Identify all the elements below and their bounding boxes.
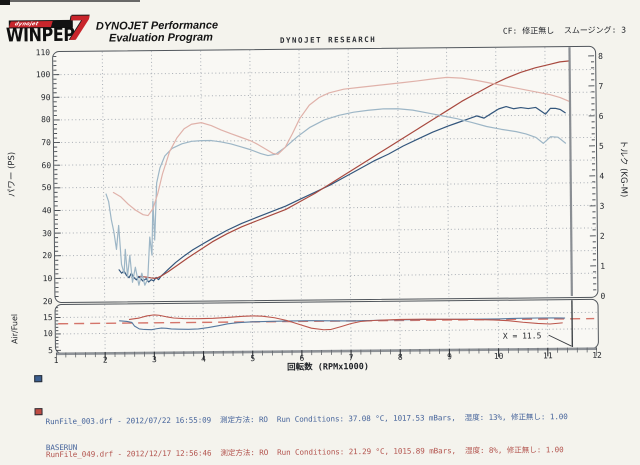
airfuel-axis-title: Air/Fuel — [10, 313, 20, 345]
airfuel-chart-svg — [55, 299, 597, 352]
grid-line-horizontal — [55, 311, 597, 318]
power-tick-label: 20 — [42, 251, 53, 261]
curve-power-run049 — [138, 59, 570, 279]
rpm-tick-label: 3 — [151, 354, 157, 364]
power-axis-title: パワー (PS) — [7, 151, 18, 198]
power-tick-label: 40 — [41, 206, 52, 216]
rpm-tick-label: 7 — [348, 352, 354, 362]
run003-color-swatch — [34, 375, 43, 383]
grid-line-horizontal — [53, 159, 595, 166]
curve-power-run003 — [117, 105, 566, 283]
torque-axis-title: トルク (KG-M) — [617, 139, 629, 198]
rpm-tick-label: 2 — [102, 355, 108, 365]
grid-line-horizontal — [53, 181, 595, 188]
grid-line-vertical — [248, 49, 253, 299]
rpm-tick-label: 6 — [299, 353, 305, 363]
scan-edge-artifact — [0, 0, 140, 2]
airfuel-chart-frame — [53, 298, 599, 354]
correction-smoothing-label: CF: 修正無し スムージング: 3 — [502, 25, 627, 36]
scan-corner-artifact — [0, 0, 10, 5]
power-tick-label: 90 — [40, 92, 51, 102]
airfuel-tick-label: 15 — [42, 313, 53, 323]
grid-line-vertical — [297, 49, 302, 299]
torque-tick-label: 2 — [599, 231, 605, 241]
cursor-pointer-line — [547, 334, 572, 346]
rpm-tick-label: 5 — [250, 353, 256, 363]
run049-color-swatch — [34, 408, 43, 416]
af-target-line — [57, 317, 594, 324]
rpm-tick-label: 4 — [201, 354, 207, 364]
curve-af-run049 — [128, 313, 563, 330]
curve-torque-run049 — [112, 76, 571, 216]
grid-line-vertical — [445, 47, 449, 297]
axis-band — [55, 347, 597, 356]
legend-entry-run049: RunFile_049.drf - 2012/12/17 12:56:46 測定… — [34, 403, 565, 465]
rpm-tick-label: 9 — [447, 351, 452, 361]
grid-line-vertical — [150, 50, 154, 300]
grid-line-vertical — [543, 46, 548, 296]
curve-torque-run003 — [104, 107, 566, 286]
power-tick-label: 100 — [35, 70, 51, 80]
torque-tick-label: 6 — [598, 111, 604, 121]
grid-line-horizontal — [52, 68, 594, 75]
rpm-tick-label: 10 — [493, 351, 504, 361]
cursor-value-label: X = 11.5 — [502, 331, 542, 341]
run049-header: RunFile_049.drf - 2012/12/17 12:56:46 測定… — [45, 445, 564, 460]
grid-line-horizontal — [54, 204, 596, 211]
torque-tick-label: 1 — [600, 261, 606, 271]
torque-tick-label: 7 — [598, 81, 604, 91]
grid-line-horizontal — [54, 249, 596, 256]
torque-tick-label: 0 — [600, 291, 606, 301]
main-chart-frame — [51, 45, 598, 303]
grid-line-vertical — [396, 48, 400, 298]
torque-tick-label: 4 — [599, 171, 605, 181]
torque-tick-label: 8 — [598, 51, 604, 61]
power-tick-label: 60 — [41, 160, 52, 170]
airfuel-tick-label: 20 — [42, 296, 53, 306]
torque-tick-label: 5 — [598, 141, 604, 151]
program-title-line2: Evaluation Program — [108, 31, 213, 45]
grid-line-horizontal — [53, 113, 595, 120]
winpep-logo-seven: 7 — [66, 8, 91, 48]
grid-line-vertical — [101, 51, 105, 301]
power-tick-label: 110 — [35, 47, 51, 57]
power-tick-label: 80 — [41, 115, 51, 125]
grid-line-horizontal — [53, 136, 595, 143]
power-tick-label: 10 — [42, 273, 53, 284]
program-title: DYNOJET Performance Evaluation Program — [96, 19, 218, 44]
airfuel-tick-label: 10 — [43, 329, 53, 339]
power-tick-label: 50 — [41, 183, 52, 193]
rpm-axis-strip — [55, 347, 598, 362]
rpm-tick-label: 12 — [592, 350, 602, 360]
rpm-tick-label: 11 — [542, 350, 553, 360]
grid-line-horizontal — [54, 226, 596, 234]
rpm-tick-label: 1 — [53, 355, 59, 365]
grid-line-horizontal — [55, 327, 597, 334]
winpep-logo-text: WINPEP — [5, 23, 75, 47]
dynojet-research-label: DYNOJET RESEARCH — [279, 34, 377, 45]
torque-tick-label: 3 — [599, 201, 605, 211]
main-chart-svg — [52, 46, 596, 301]
cursor-line-main — [567, 46, 573, 296]
power-tick-label: 30 — [42, 228, 52, 238]
power-tick-label: 70 — [41, 138, 51, 148]
airfuel-tick-label: 5 — [48, 345, 53, 355]
rpm-tick-label: 8 — [397, 352, 403, 362]
grid-line-vertical — [494, 47, 499, 297]
grid-line-vertical — [199, 50, 204, 300]
